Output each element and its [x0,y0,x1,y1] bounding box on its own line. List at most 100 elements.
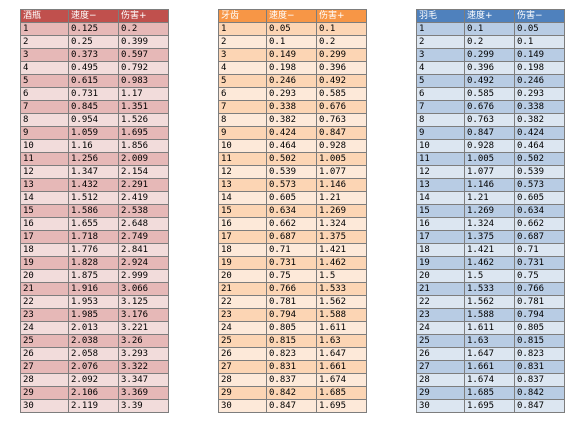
speed-cell[interactable]: 1.776 [68,243,119,257]
speed-cell[interactable]: 0.615 [68,74,119,88]
speed-cell[interactable]: 1.611 [464,321,515,335]
level-cell[interactable]: 6 [416,87,465,101]
speed-cell[interactable]: 1.5 [464,269,515,283]
speed-cell[interactable]: 0.766 [266,282,317,296]
damage-cell[interactable]: 2.749 [118,230,169,244]
level-cell[interactable]: 19 [20,256,69,270]
level-cell[interactable]: 23 [20,308,69,322]
header-damage[interactable]: 伤害+ [316,9,367,23]
level-cell[interactable]: 25 [20,334,69,348]
speed-cell[interactable]: 0.731 [266,256,317,270]
speed-cell[interactable]: 1.21 [464,191,515,205]
damage-cell[interactable]: 0.338 [514,100,565,114]
level-cell[interactable]: 27 [218,360,267,374]
damage-cell[interactable]: 1.005 [316,152,367,166]
damage-cell[interactable]: 3.39 [118,399,169,413]
damage-cell[interactable]: 1.21 [316,191,367,205]
header-damage[interactable]: 伤害− [514,9,565,23]
level-cell[interactable]: 25 [218,334,267,348]
header-speed[interactable]: 速度− [68,9,119,23]
damage-cell[interactable]: 0.05 [514,22,565,36]
speed-cell[interactable]: 1.953 [68,295,119,309]
level-cell[interactable]: 16 [20,217,69,231]
level-cell[interactable]: 24 [20,321,69,335]
speed-cell[interactable]: 1.718 [68,230,119,244]
level-cell[interactable]: 13 [218,178,267,192]
speed-cell[interactable]: 1.588 [464,308,515,322]
speed-cell[interactable]: 0.198 [266,61,317,75]
speed-cell[interactable]: 0.954 [68,113,119,127]
level-cell[interactable]: 17 [416,230,465,244]
level-cell[interactable]: 30 [416,399,465,413]
speed-cell[interactable]: 0.502 [266,152,317,166]
speed-cell[interactable]: 1.828 [68,256,119,270]
damage-cell[interactable]: 2.538 [118,204,169,218]
damage-cell[interactable]: 0.492 [316,74,367,88]
speed-cell[interactable]: 0.823 [266,347,317,361]
speed-cell[interactable]: 1.674 [464,373,515,387]
damage-cell[interactable]: 0.424 [514,126,565,140]
level-cell[interactable]: 2 [218,35,267,49]
speed-cell[interactable]: 1.059 [68,126,119,140]
speed-cell[interactable]: 0.495 [68,61,119,75]
damage-cell[interactable]: 2.291 [118,178,169,192]
speed-cell[interactable]: 0.2 [464,35,515,49]
level-cell[interactable]: 19 [218,256,267,270]
damage-cell[interactable]: 0.781 [514,295,565,309]
damage-cell[interactable]: 0.585 [316,87,367,101]
damage-cell[interactable]: 0.502 [514,152,565,166]
damage-cell[interactable]: 3.347 [118,373,169,387]
level-cell[interactable]: 1 [20,22,69,36]
speed-cell[interactable]: 0.1 [464,22,515,36]
speed-cell[interactable]: 0.815 [266,334,317,348]
damage-cell[interactable]: 2.924 [118,256,169,270]
speed-cell[interactable]: 1.375 [464,230,515,244]
damage-cell[interactable]: 0.396 [316,61,367,75]
damage-cell[interactable]: 3.322 [118,360,169,374]
level-cell[interactable]: 5 [218,74,267,88]
damage-cell[interactable]: 1.695 [316,399,367,413]
damage-cell[interactable]: 2.154 [118,165,169,179]
header-speed[interactable]: 速度− [266,9,317,23]
speed-cell[interactable]: 0.805 [266,321,317,335]
speed-cell[interactable]: 0.299 [464,48,515,62]
speed-cell[interactable]: 1.985 [68,308,119,322]
damage-cell[interactable]: 1.856 [118,139,169,153]
speed-cell[interactable]: 1.146 [464,178,515,192]
speed-cell[interactable]: 2.038 [68,334,119,348]
speed-cell[interactable]: 0.25 [68,35,119,49]
speed-cell[interactable]: 1.586 [68,204,119,218]
damage-cell[interactable]: 1.685 [316,386,367,400]
level-cell[interactable]: 18 [218,243,267,257]
damage-cell[interactable]: 0.2 [316,35,367,49]
damage-cell[interactable]: 0.928 [316,139,367,153]
speed-cell[interactable]: 1.647 [464,347,515,361]
damage-cell[interactable]: 0.399 [118,35,169,49]
level-cell[interactable]: 10 [20,139,69,153]
damage-cell[interactable]: 0.842 [514,386,565,400]
speed-cell[interactable]: 0.781 [266,295,317,309]
damage-cell[interactable]: 2.648 [118,217,169,231]
level-cell[interactable]: 9 [20,126,69,140]
speed-cell[interactable]: 0.634 [266,204,317,218]
speed-cell[interactable]: 1.421 [464,243,515,257]
speed-cell[interactable]: 1.695 [464,399,515,413]
level-cell[interactable]: 18 [20,243,69,257]
level-cell[interactable]: 2 [20,35,69,49]
speed-cell[interactable]: 1.661 [464,360,515,374]
speed-cell[interactable]: 1.655 [68,217,119,231]
speed-cell[interactable]: 0.338 [266,100,317,114]
speed-cell[interactable]: 1.512 [68,191,119,205]
damage-cell[interactable]: 1.588 [316,308,367,322]
damage-cell[interactable]: 0.299 [316,48,367,62]
level-cell[interactable]: 6 [218,87,267,101]
speed-cell[interactable]: 2.092 [68,373,119,387]
level-cell[interactable]: 12 [218,165,267,179]
level-cell[interactable]: 14 [20,191,69,205]
speed-cell[interactable]: 0.845 [68,100,119,114]
damage-cell[interactable]: 0.1 [316,22,367,36]
level-cell[interactable]: 4 [218,61,267,75]
speed-cell[interactable]: 0.794 [266,308,317,322]
level-cell[interactable]: 7 [20,100,69,114]
level-cell[interactable]: 16 [218,217,267,231]
